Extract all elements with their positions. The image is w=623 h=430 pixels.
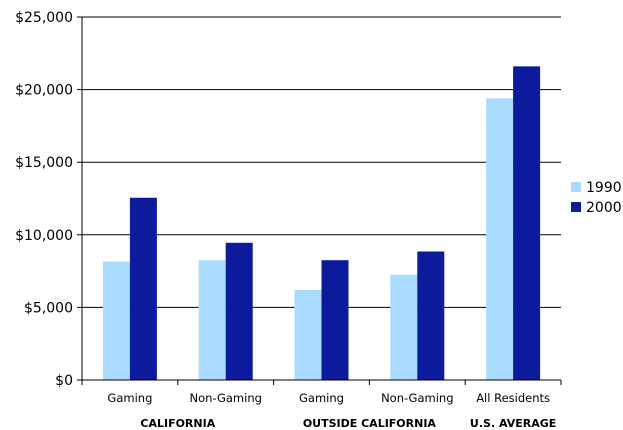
bar-1990-3 xyxy=(390,274,418,380)
y-tick-label: $5,000 xyxy=(24,300,73,316)
group-label: CALIFORNIA xyxy=(140,417,215,430)
x-tick-label: Non-Gaming xyxy=(189,391,261,405)
bars xyxy=(102,66,541,381)
axes xyxy=(81,17,562,385)
bar-1990-4 xyxy=(486,98,514,380)
x-tick-label: Non-Gaming xyxy=(381,391,453,405)
bar-2000-3 xyxy=(417,251,445,380)
bar-2000-2 xyxy=(321,260,349,380)
legend-label: 2000 xyxy=(586,200,622,216)
bar-1990-1 xyxy=(198,260,226,380)
group-label: U.S. AVERAGE xyxy=(470,417,556,430)
group-label: OUTSIDE CALIFORNIA xyxy=(303,417,437,430)
bar-2000-1 xyxy=(225,242,253,380)
y-tick-label: $0 xyxy=(55,373,73,389)
y-tick-labels: $0 $5,000 $10,000 $15,000 $20,000 $25,000 xyxy=(15,10,73,389)
bar-1990-0 xyxy=(102,261,130,380)
y-tick-label: $20,000 xyxy=(15,83,73,99)
bar-2000-0 xyxy=(129,197,157,380)
legend-swatch-1990 xyxy=(571,182,581,192)
x-tick-label: Gaming xyxy=(299,391,344,405)
x-tick-label: Gaming xyxy=(107,391,152,405)
bar-2000-4 xyxy=(513,66,541,381)
y-tick-label: $10,000 xyxy=(15,228,73,244)
gridlines xyxy=(77,16,561,381)
legend: 1990 2000 xyxy=(571,180,622,216)
legend-label: 1990 xyxy=(586,180,622,196)
x-tick-labels: Gaming Non-Gaming Gaming Non-Gaming All Resi… xyxy=(107,391,550,405)
x-tick-label: All Residents xyxy=(476,391,550,405)
y-tick-label: $15,000 xyxy=(15,155,73,171)
bar-1990-2 xyxy=(294,289,322,380)
legend-swatch-2000 xyxy=(571,202,581,212)
y-tick-label: $25,000 xyxy=(15,10,73,26)
group-labels: CALIFORNIA OUTSIDE CALIFORNIA U.S. AVERAGE xyxy=(140,417,556,430)
